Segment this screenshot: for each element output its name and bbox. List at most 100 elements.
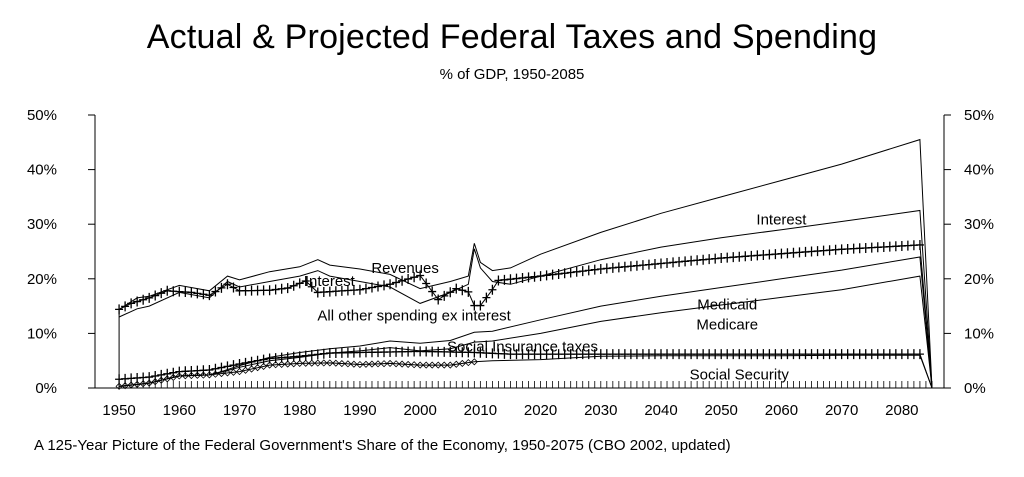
marker-social-insurance-taxes	[259, 354, 268, 365]
marker-revenues	[211, 286, 220, 297]
marker-revenues	[151, 290, 160, 301]
series-label-social-insurance-taxes: Social Insurance taxes	[447, 339, 598, 356]
marker-revenues	[446, 287, 455, 298]
marker-social-insurance-taxes	[211, 363, 220, 374]
x-tick-label: 1970	[223, 402, 256, 419]
marker-revenues	[560, 268, 569, 279]
y-tick-label-right: 0%	[964, 380, 986, 397]
series-label-medicaid: Medicaid	[697, 296, 757, 313]
chart-title: Actual & Projected Federal Taxes and Spe…	[146, 18, 878, 56]
marker-social-security	[151, 378, 159, 386]
series-label-medicare: Medicare	[696, 317, 758, 334]
marker-revenues	[566, 267, 575, 278]
marker-revenues	[572, 266, 581, 277]
marker-revenues	[392, 277, 401, 288]
x-tick-label: 2000	[403, 402, 436, 419]
marker-revenues	[458, 285, 467, 296]
marker-social-security	[452, 360, 460, 368]
marker-social-security	[157, 376, 165, 384]
marker-revenues	[440, 290, 449, 301]
marker-social-security	[470, 358, 478, 366]
y-tick-label-left: 50%	[27, 107, 57, 124]
marker-revenues	[380, 280, 389, 291]
marker-revenues	[434, 294, 443, 305]
marker-social-insurance-taxes	[915, 349, 924, 360]
marker-revenues	[482, 292, 491, 303]
marker-revenues	[301, 275, 310, 286]
marker-revenues	[386, 279, 395, 290]
marker-revenues	[271, 284, 280, 295]
chart-caption: A 125-Year Picture of the Federal Govern…	[34, 437, 731, 454]
marker-social-security	[464, 359, 472, 367]
marker-revenues	[476, 300, 485, 311]
marker-social-insurance-taxes	[235, 358, 244, 369]
series-label-interest: Interest	[305, 273, 356, 290]
marker-revenues	[307, 281, 316, 292]
marker-social-security	[235, 368, 244, 376]
x-tick-label: 1990	[343, 402, 376, 419]
marker-revenues	[361, 283, 370, 294]
marker-revenues	[121, 301, 130, 312]
marker-social-security	[211, 370, 219, 378]
marker-revenues	[133, 296, 142, 307]
marker-revenues	[548, 269, 557, 280]
marker-revenues	[488, 284, 497, 295]
marker-social-insurance-taxes	[241, 357, 250, 368]
marker-revenues	[223, 279, 232, 290]
series-line-interest	[118, 138, 933, 389]
marker-social-security	[145, 379, 153, 387]
marker-social-insurance-taxes	[307, 350, 316, 361]
y-tick-label-right: 20%	[964, 271, 994, 288]
y-tick-label-left: 30%	[27, 216, 57, 233]
x-tick-label: 2040	[644, 402, 677, 419]
marker-revenues	[416, 270, 425, 281]
x-tick-label: 2070	[825, 402, 858, 419]
marker-social-insurance-taxes	[217, 362, 226, 373]
marker-revenues	[229, 282, 238, 293]
marker-revenues	[422, 278, 431, 289]
marker-revenues	[355, 284, 364, 295]
marker-revenues	[410, 272, 419, 283]
marker-social-security	[260, 362, 268, 370]
marker-revenues	[277, 283, 286, 294]
marker-revenues	[915, 239, 924, 250]
marker-revenues	[578, 266, 587, 277]
series-line-medicaid	[119, 256, 933, 389]
marker-social-insurance-taxes	[151, 370, 160, 381]
y-tick-label-right: 30%	[964, 216, 994, 233]
x-tick-label: 1960	[163, 402, 196, 419]
series-line-all-other-spending-ex-interest	[118, 209, 933, 389]
marker-revenues	[404, 274, 413, 285]
marker-revenues	[145, 292, 154, 303]
marker-social-security	[163, 375, 171, 383]
marker-social-insurance-taxes	[229, 360, 238, 371]
y-tick-label-left: 40%	[27, 162, 57, 179]
y-tick-label-left: 10%	[27, 325, 57, 342]
x-tick-label: 2080	[885, 402, 918, 419]
marker-social-security	[446, 361, 454, 369]
x-tick-label: 2020	[524, 402, 557, 419]
marker-revenues	[193, 288, 202, 299]
x-tick-label: 1980	[283, 402, 316, 419]
marker-revenues	[265, 285, 274, 296]
marker-social-security	[229, 368, 238, 376]
y-tick-label-right: 10%	[964, 325, 994, 342]
marker-revenues	[542, 270, 551, 281]
marker-revenues	[536, 271, 545, 282]
marker-social-insurance-taxes	[319, 348, 328, 359]
series-label-social-security: Social Security	[690, 366, 790, 383]
marker-revenues	[289, 280, 298, 291]
marker-revenues	[398, 275, 407, 286]
marker-social-security	[241, 366, 250, 374]
marker-revenues	[452, 283, 461, 294]
chart-subtitle: % of GDP, 1950-2085	[439, 66, 585, 83]
marker-revenues	[217, 282, 226, 293]
y-tick-label-right: 50%	[964, 107, 994, 124]
marker-social-insurance-taxes	[253, 355, 262, 366]
y-tick-label-right: 40%	[964, 162, 994, 179]
x-tick-label: 2030	[584, 402, 617, 419]
marker-revenues	[590, 264, 599, 275]
marker-revenues	[584, 265, 593, 276]
marker-revenues	[295, 278, 304, 289]
